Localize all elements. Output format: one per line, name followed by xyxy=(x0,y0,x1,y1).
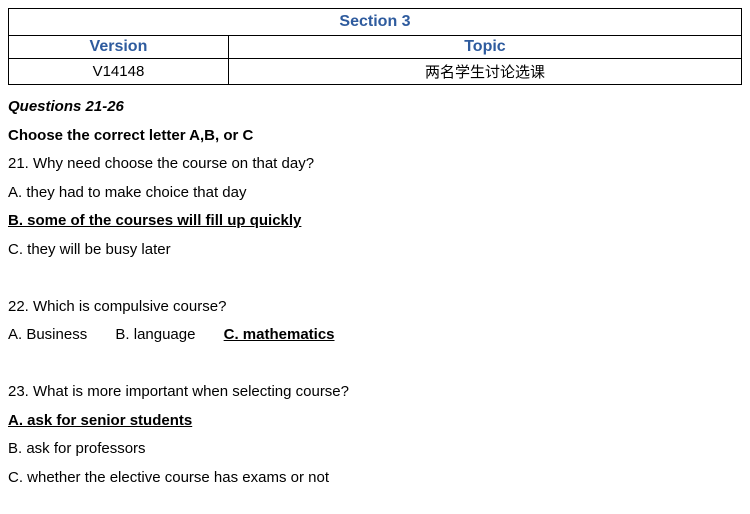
q23-b: B. ask for professors xyxy=(8,435,742,464)
q23-text: 23. What is more important when selectin… xyxy=(8,378,742,407)
value-topic: 两名学生讨论选课 xyxy=(228,59,741,85)
value-version: V14148 xyxy=(9,59,229,85)
q21-a: A. they had to make choice that day xyxy=(8,179,742,208)
q23-c: C. whether the elective course has exams… xyxy=(8,464,742,493)
instruction: Choose the correct letter A,B, or C xyxy=(8,122,742,151)
q21-text: 21. Why need choose the course on that d… xyxy=(8,150,742,179)
content-body: Questions 21-26 Choose the correct lette… xyxy=(8,93,742,492)
section-title: Section 3 xyxy=(9,9,742,36)
q21-c: C. they will be busy later xyxy=(8,236,742,265)
q22-a: A. Business xyxy=(8,321,87,350)
q22-text: 22. Which is compulsive course? xyxy=(8,293,742,322)
section-table: Section 3 Version Topic V14148 两名学生讨论选课 xyxy=(8,8,742,85)
header-version: Version xyxy=(9,36,229,59)
q23-a-answer: A. ask for senior students xyxy=(8,407,742,436)
questions-header: Questions 21-26 xyxy=(8,93,742,122)
header-topic: Topic xyxy=(228,36,741,59)
q22-c-answer: C. mathematics xyxy=(224,321,335,350)
q22-options: A. Business B. language C. mathematics xyxy=(8,321,742,350)
q21-b-answer: B. some of the courses will fill up quic… xyxy=(8,207,742,236)
q22-b: B. language xyxy=(115,321,195,350)
